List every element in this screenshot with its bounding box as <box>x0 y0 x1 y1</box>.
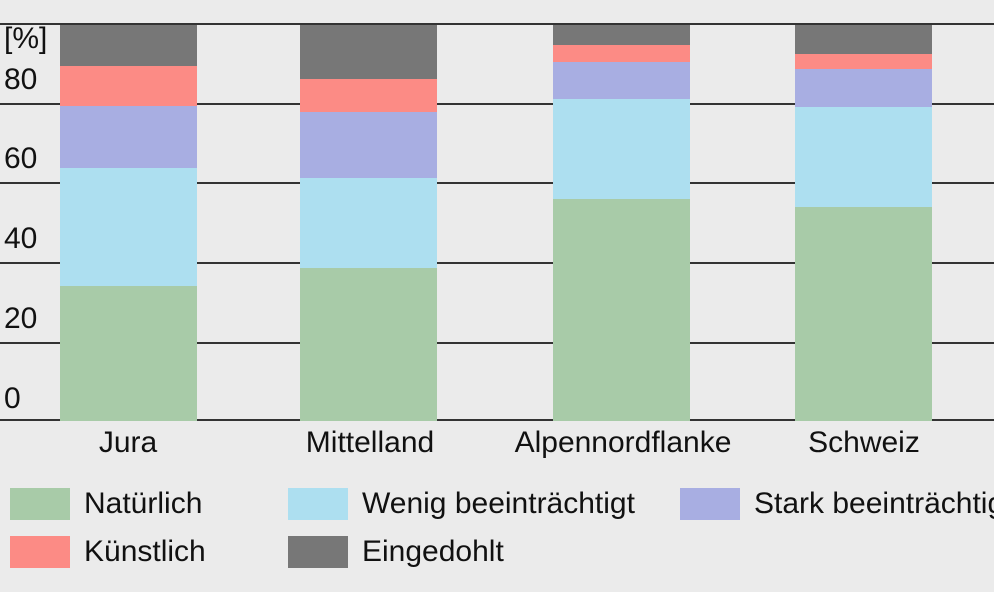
legend-item-kuenstlich: Künstlich <box>10 532 206 572</box>
legend-label-natuerlich: Natürlich <box>84 487 203 520</box>
bar-jura <box>60 25 197 421</box>
x-tick-label-mittelland: Mittelland <box>305 426 435 459</box>
legend-swatch-wenig-beeintraechtigt <box>288 488 348 520</box>
legend-label-stark-beeintraechtigt: Stark beeinträchtigt <box>754 487 994 520</box>
bar-segment-schweiz-3 <box>795 53 932 69</box>
legend-item-wenig-beeintraechtigt: Wenig beeinträchtigt <box>288 484 635 524</box>
legend-label-kuenstlich: Künstlich <box>84 535 206 568</box>
y-tick-label-80: 80 <box>4 63 38 96</box>
gridline-80 <box>0 103 994 105</box>
bar-segment-mittelland-0 <box>300 268 437 421</box>
bar-mittelland <box>300 25 437 421</box>
legend-item-eingedohlt: Eingedohlt <box>288 532 504 572</box>
bar-schweiz <box>795 25 932 421</box>
bar-segment-jura-2 <box>60 105 197 168</box>
legend: Natürlich Wenig beeinträchtigt Stark bee… <box>10 484 994 580</box>
bar-segment-schweiz-2 <box>795 68 932 107</box>
gridline-20 <box>0 342 994 344</box>
bar-segment-alpennordflanke-2 <box>553 62 690 100</box>
y-axis-unit-label: [%] <box>4 22 48 55</box>
plot-area <box>0 23 994 421</box>
y-tick-label-40: 40 <box>4 222 38 255</box>
legend-label-eingedohlt: Eingedohlt <box>362 535 504 568</box>
x-tick-label-schweiz: Schweiz <box>808 426 920 459</box>
gridline-40 <box>0 262 994 264</box>
bar-segment-mittelland-1 <box>300 178 437 269</box>
bar-segment-alpennordflanke-3 <box>553 45 690 63</box>
bar-segment-mittelland-3 <box>300 78 437 113</box>
legend-item-stark-beeintraechtigt: Stark beeinträchtigt <box>680 484 994 524</box>
legend-swatch-stark-beeintraechtigt <box>680 488 740 520</box>
bar-segment-schweiz-0 <box>795 207 932 421</box>
legend-label-wenig-beeintraechtigt: Wenig beeinträchtigt <box>362 487 635 520</box>
y-tick-label-0: 0 <box>4 382 21 415</box>
bar-segment-alpennordflanke-1 <box>553 99 690 200</box>
legend-swatch-kuenstlich <box>10 536 70 568</box>
x-tick-label-alpennordflanke: Alpennordflanke <box>514 426 732 459</box>
y-tick-label-60b: 20 <box>4 302 38 335</box>
bar-segment-schweiz-4 <box>795 25 932 54</box>
legend-swatch-natuerlich <box>10 488 70 520</box>
bar-segment-alpennordflanke-0 <box>553 199 690 421</box>
bar-segment-jura-3 <box>60 66 197 106</box>
bar-segment-mittelland-4 <box>300 25 437 79</box>
gridline-60 <box>0 182 994 184</box>
y-tick-label-60: 60 <box>4 142 38 175</box>
bars-layer <box>0 23 994 421</box>
bar-segment-schweiz-1 <box>795 106 932 208</box>
bar-alpennordflanke <box>553 25 690 421</box>
bar-segment-jura-0 <box>60 286 197 421</box>
bar-segment-jura-1 <box>60 167 197 287</box>
bar-segment-mittelland-2 <box>300 112 437 179</box>
legend-swatch-eingedohlt <box>288 536 348 568</box>
legend-item-natuerlich: Natürlich <box>10 484 202 524</box>
bar-segment-alpennordflanke-4 <box>553 25 690 46</box>
x-tick-label-jura: Jura <box>98 426 158 459</box>
bar-segment-jura-4 <box>60 25 197 67</box>
